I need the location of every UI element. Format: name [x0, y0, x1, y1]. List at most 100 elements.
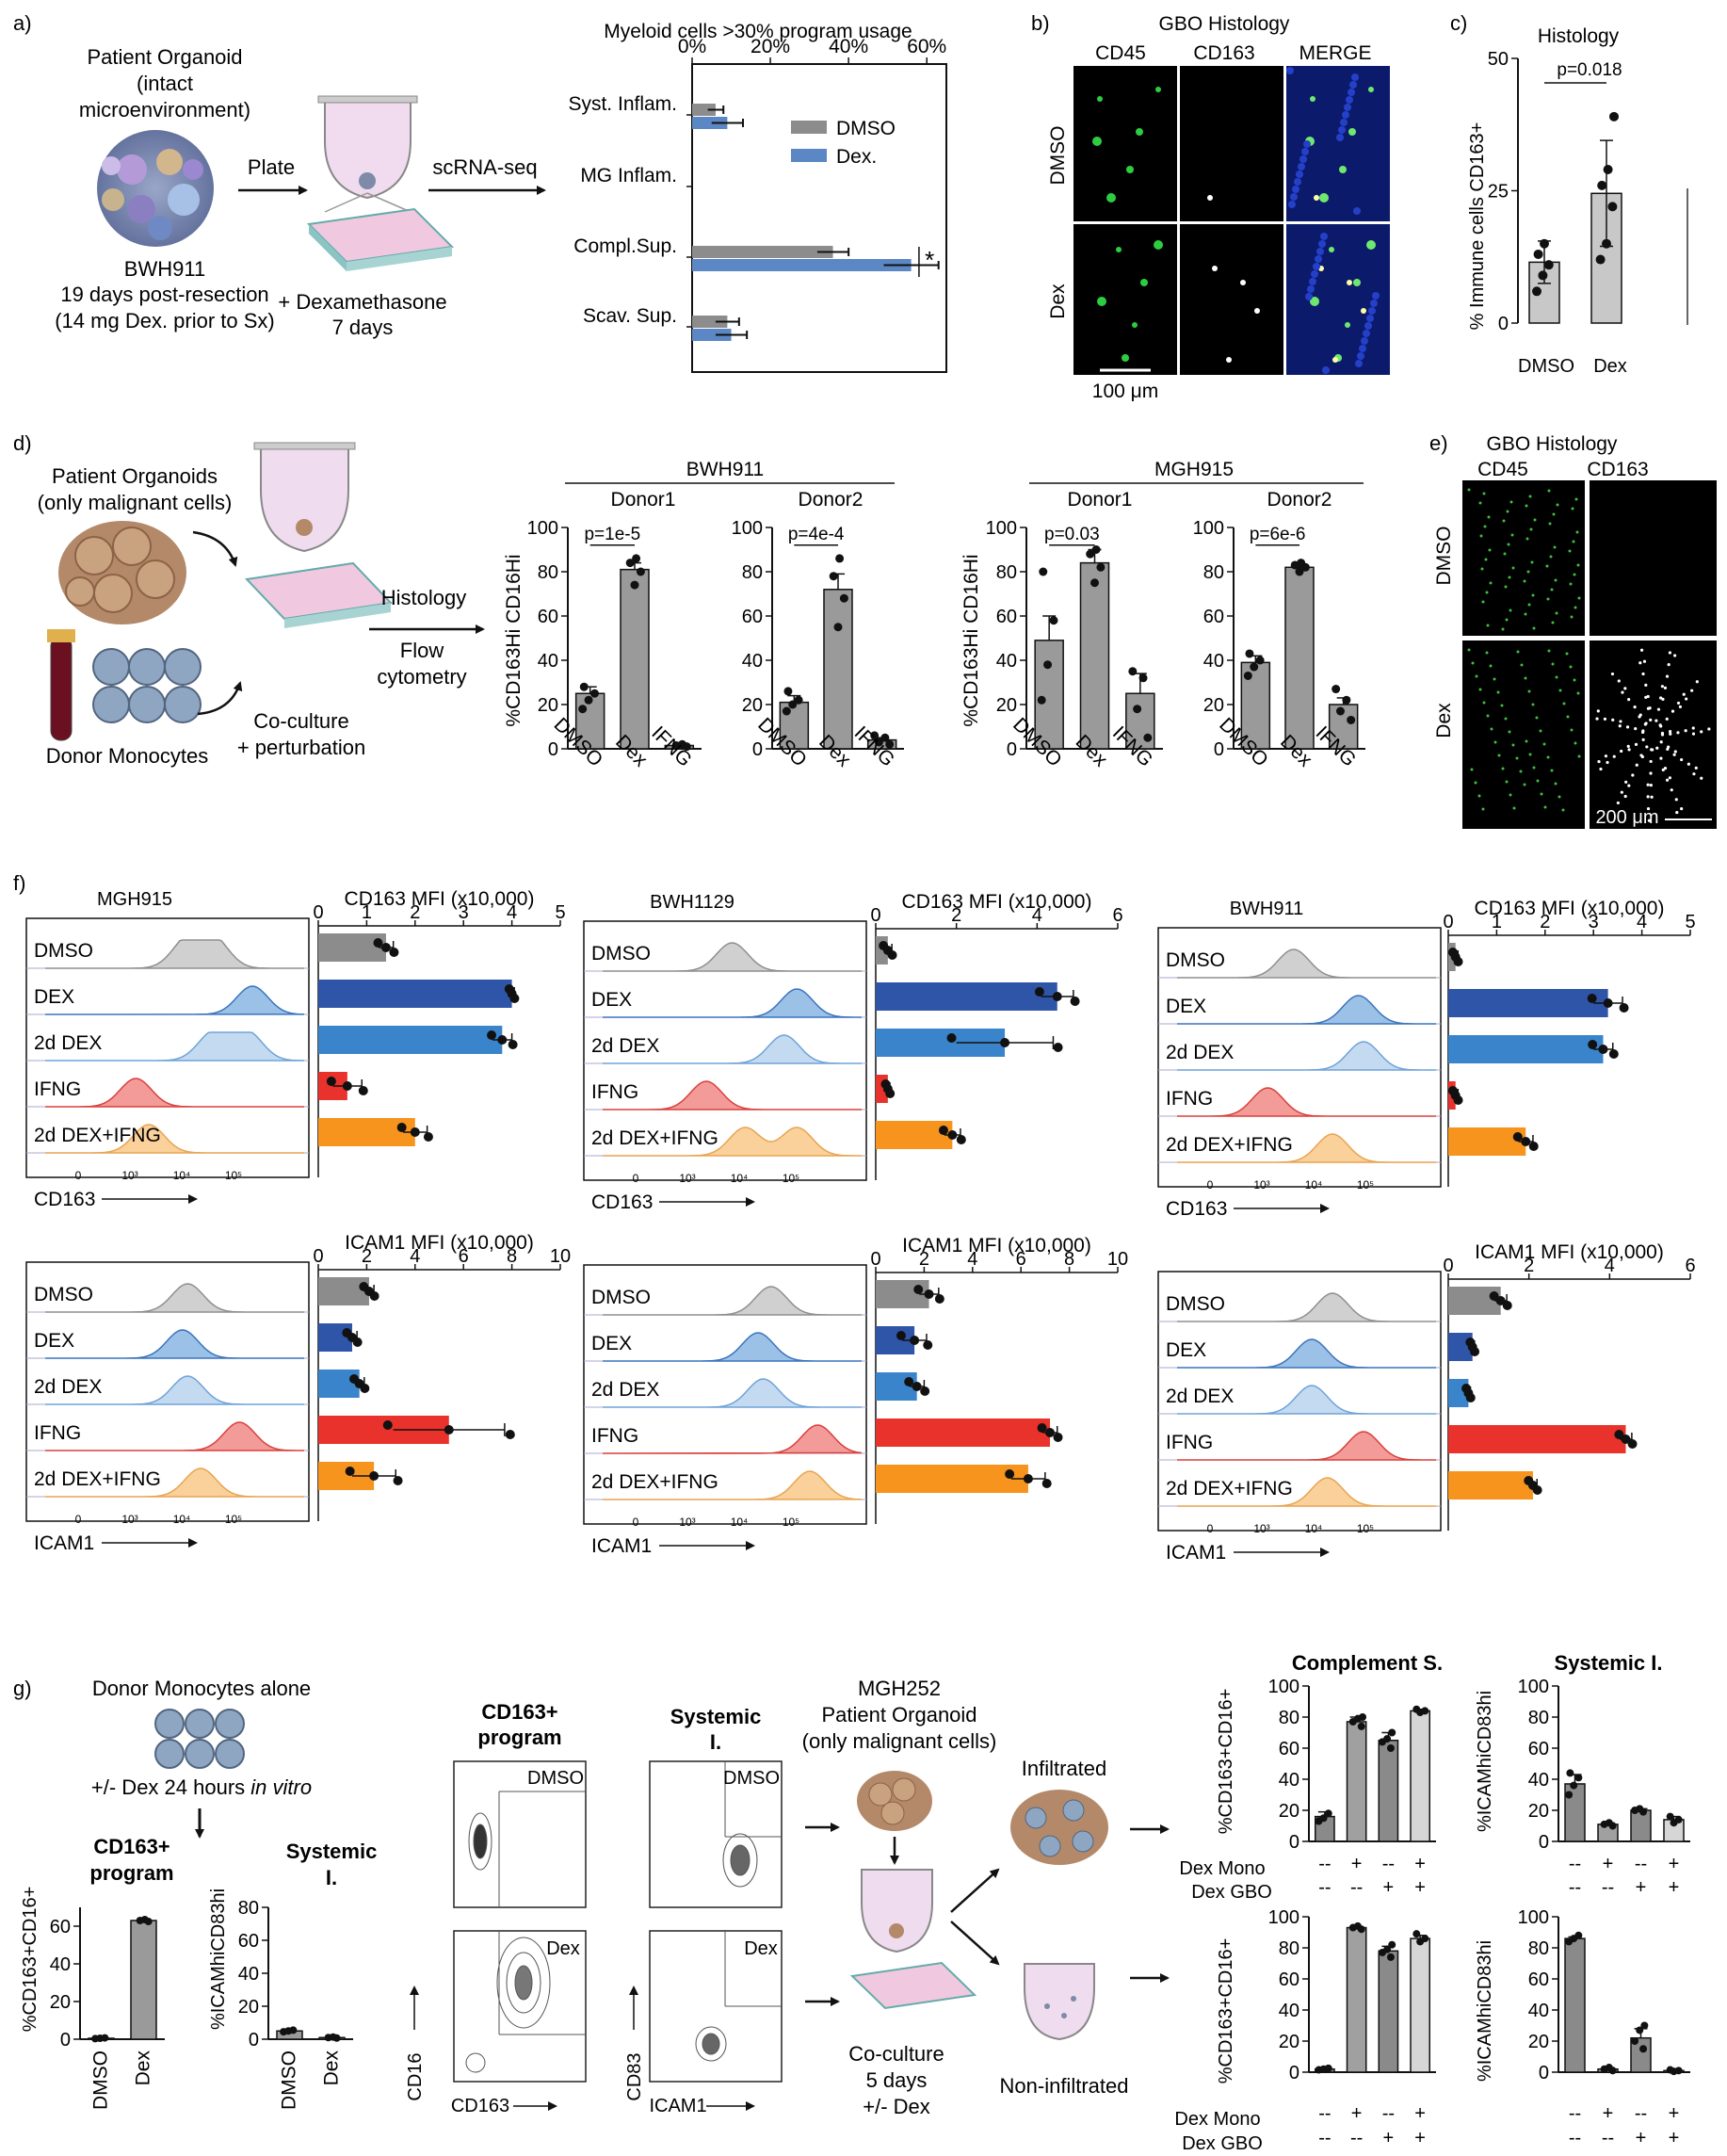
f-bar: [1448, 1471, 1533, 1499]
g-facs-title2b: I.: [710, 1730, 721, 1754]
merge-cell-dot: [1310, 297, 1319, 306]
g-point: [1639, 2045, 1648, 2053]
c-point: [1602, 238, 1611, 249]
cd163-cell-dot: [1595, 717, 1599, 721]
a-category-label: MG Inflam.: [580, 165, 677, 186]
d-point: [1295, 567, 1304, 576]
e-scale: 200 μm: [1595, 807, 1658, 828]
b-img-dmso-merge: [1286, 66, 1390, 221]
f-histogram: [603, 942, 862, 972]
arrow-icon: [192, 530, 238, 567]
cd163-cell-dot: [1663, 686, 1668, 689]
facs-x1: CD163: [451, 2096, 509, 2116]
cd163-cell-dot: [1673, 654, 1677, 657]
nucleus-dot: [1361, 337, 1368, 345]
nucleus-dot: [1292, 186, 1299, 193]
c-pval: p=0.018: [1557, 60, 1622, 80]
f-row-label: 2d DEX: [591, 1035, 659, 1057]
g-bar: [1410, 1937, 1430, 2073]
cd163-cell-dot: [1619, 720, 1622, 723]
d-ytick-label: 60: [742, 607, 763, 627]
a-xtick-label: 0%: [678, 36, 706, 57]
f-histogram: [603, 1286, 862, 1316]
f-bar: [876, 982, 1057, 1011]
nucleus-dot: [1298, 163, 1305, 170]
g-ytick-label: 60: [238, 1931, 259, 1952]
green-cell-dot: [1501, 767, 1505, 770]
f-bar: [876, 1121, 953, 1149]
green-cell-dot: [1092, 137, 1102, 146]
nucleus-dot: [1286, 67, 1294, 74]
g-ytick-label: 40: [1279, 2001, 1299, 2021]
a-xtick-label: 20%: [751, 36, 790, 57]
g-point: [1421, 1707, 1429, 1715]
f-hist-frame: [583, 1264, 867, 1525]
green-cell-dot: [1097, 297, 1106, 306]
green-cell-dot: [1525, 739, 1528, 743]
nucleus-dot: [1288, 201, 1296, 208]
b-img-dex-cd163: [1180, 224, 1283, 375]
g-row-mono: --: [1569, 2103, 1581, 2124]
cd163-cell-dot: [1612, 754, 1616, 758]
f-point: [1614, 1430, 1624, 1439]
f-point: [1502, 1301, 1512, 1310]
f-point: [508, 1040, 518, 1049]
nucleus-dot: [1359, 345, 1366, 352]
nucleus-dot: [1340, 119, 1348, 126]
d-pval: p=4e-4: [788, 525, 845, 544]
a-xtick-label: 40%: [829, 36, 868, 57]
nucleus-dot: [1296, 170, 1303, 178]
f-bar-title: ICAM1 MFI (x10,000): [902, 1235, 1091, 1256]
g-row-gbo: +: [1383, 1877, 1395, 1898]
green-cell-dot: [1475, 674, 1478, 678]
g-non-infiltrated: Non-infiltrated: [1000, 2074, 1129, 2098]
f-hist-frame: [25, 917, 310, 1178]
green-cell-dot: [1484, 558, 1488, 561]
d-point: [589, 689, 599, 698]
c-cat-dmso: DMSO: [1518, 356, 1574, 377]
green-cell-dot: [1509, 793, 1512, 797]
nucleus-dot: [1318, 240, 1326, 248]
f-point: [497, 1035, 508, 1045]
g-ytick-label: 100: [1518, 1677, 1549, 1697]
cd163-cell-dot: [1641, 738, 1645, 742]
f-row-label: DMSO: [34, 940, 93, 962]
green-cell-dot: [1530, 560, 1534, 564]
green-cell-dot: [1546, 597, 1550, 601]
f-xtick-label: 0: [1443, 912, 1453, 932]
f-point: [1495, 1296, 1506, 1305]
f-row-label: 2d DEX: [34, 1376, 102, 1398]
f-xtick-label: 5: [555, 902, 565, 923]
cd163-cell-dot: [1660, 685, 1664, 689]
green-cell-dot: [1526, 570, 1530, 574]
cd163-cell-dot: [1691, 732, 1696, 736]
f-histogram: [45, 1283, 304, 1313]
cd163-cell-dot: [1646, 795, 1650, 799]
nucleus-dot: [1315, 255, 1322, 263]
c-point: [1538, 270, 1548, 281]
cd163-cell-dot: [1678, 705, 1683, 709]
f-xtick-label: 0: [313, 1246, 323, 1267]
c-point: [1532, 286, 1541, 297]
f-flow-tick: 10⁴: [731, 1516, 749, 1529]
cd163-cell-dot: [1659, 756, 1663, 760]
green-cell-dot: [1477, 794, 1481, 798]
green-cell-dot: [1483, 525, 1487, 528]
f-xtick-label: 3: [459, 902, 469, 923]
cd163-cell-dot: [1665, 717, 1669, 721]
f-point: [947, 1130, 958, 1140]
f-point: [1045, 1428, 1056, 1437]
green-cell-dot: [1565, 652, 1569, 656]
green-cell-dot: [1562, 702, 1566, 705]
f-row-label: 2d DEX: [1166, 1042, 1234, 1063]
green-cell-dot: [1116, 247, 1122, 252]
d-ytick-label: 60: [996, 607, 1017, 627]
f-point: [938, 1126, 948, 1135]
f-row-label: 2d DEX: [591, 1379, 659, 1401]
d-ytick-label: 20: [538, 695, 558, 716]
green-cell-dot: [1574, 606, 1577, 609]
g-ytick-label: 0: [1539, 2063, 1549, 2083]
green-cell-dot: [1555, 675, 1558, 679]
panel-c: c) Histology p=0.018 % Immune cells CD16…: [1450, 11, 1688, 377]
f-point: [887, 950, 897, 960]
